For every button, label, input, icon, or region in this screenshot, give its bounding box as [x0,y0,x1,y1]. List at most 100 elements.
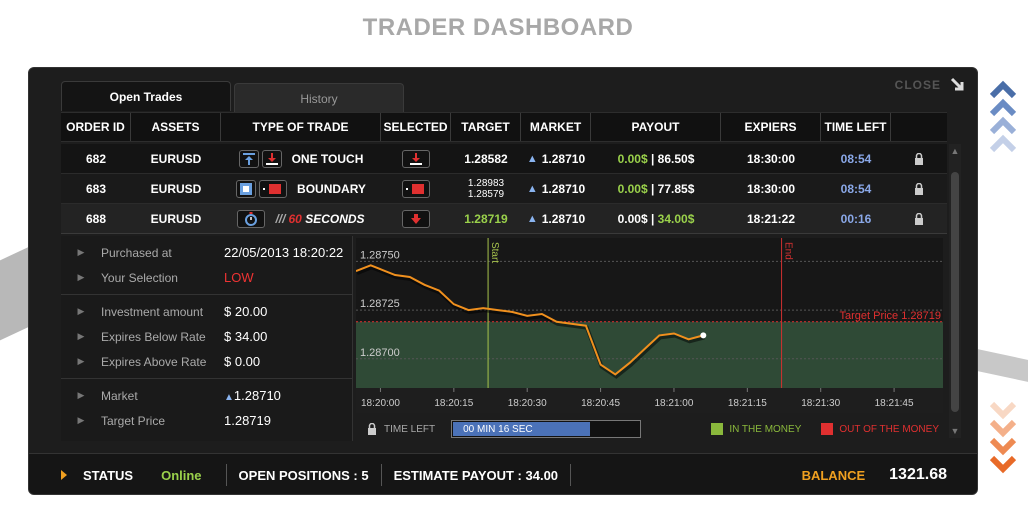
selected-down-arrow-icon [402,209,430,228]
out-money-label: OUT OF THE MONEY [839,423,939,435]
table-scrollbar[interactable]: ▲ ▼ [949,144,961,438]
time-left-value: 00:16 [840,211,872,226]
boundary-out-icon[interactable] [259,179,288,198]
table-row[interactable]: 682 EURUSD ONE TOUCH 1.28582 ▲ 1.28710 0.… [61,144,947,174]
market-value: ▲1.28710 [526,181,586,196]
expires-value: 18:30:00 [746,181,796,196]
bullet-icon: ▶ [77,306,85,316]
header-assets[interactable]: ASSETS [131,113,221,141]
arrow-up-icon: ▲ [526,212,538,225]
header-time-left[interactable]: TIME LEFT [821,113,891,141]
market-value: ▲1.28710 [526,211,586,226]
in-money-swatch [711,423,724,435]
header-type[interactable]: TYPE OF TRADE [221,113,381,141]
table-row[interactable]: 688 EURUSD ///60 SECONDS 1.28719 ▲ 1.2871… [61,204,947,234]
x-tick-label: 18:21:15 [728,398,767,409]
lock-icon[interactable] [891,204,947,233]
market-value: ▲1.28710 [526,151,586,166]
header-payout[interactable]: PAYOUT [591,113,721,141]
divider [380,464,382,486]
tab-history[interactable]: History [234,83,404,113]
time-left-bar: TIME LEFT 00 MIN 16 SEC IN THE MONEY OUT… [356,418,943,440]
expires-above-label: Expires Above Rate [101,354,207,369]
bullet-icon: ▶ [77,390,85,400]
out-money-swatch [821,423,834,435]
x-axis-band [356,388,943,413]
purchased-at-value: 22/05/2013 18:20:22 [224,245,344,260]
bullet-icon: ▶ [77,415,85,425]
x-tick-label: 18:21:30 [801,398,840,409]
target-price-label: Target Price 1.28719 [839,310,941,322]
time-left-progress: 00 MIN 16 SEC [451,420,642,438]
bullet-icon: ▶ [77,356,85,366]
divider [225,464,227,486]
trader-window: Open Trades History CLOSE ORDER ID ASSET… [28,67,978,495]
target-value: 1.28582 [464,151,508,166]
bullet-icon: ▶ [77,247,85,257]
scroll-up-chevrons[interactable] [989,80,1017,153]
current-price-point [700,332,707,339]
selection-value: LOW [224,270,254,285]
close-button[interactable]: CLOSE [895,76,967,94]
target-price-label: Target Price [101,413,166,428]
header-order-id[interactable]: ORDER ID [61,113,131,141]
market-label: Market [101,388,138,403]
x-tick-label: 18:21:00 [654,398,693,409]
y-tick-label: 1.28700 [360,347,400,359]
chevron-up-icon [989,80,1017,99]
x-tick-label: 18:20:00 [361,398,400,409]
time-left-value: 08:54 [840,151,872,166]
header-market[interactable]: MARKET [521,113,591,141]
header-target[interactable]: TARGET [451,113,521,141]
scroll-down-arrow-icon[interactable]: ▼ [950,426,960,436]
target-price-value: 1.28719 [224,413,271,428]
y-tick-label: 1.28725 [360,298,400,310]
close-arrow-icon [950,77,964,91]
header-selected[interactable]: SELECTED [381,113,451,141]
trades-table: 682 EURUSD ONE TOUCH 1.28582 ▲ 1.28710 0.… [61,144,947,234]
selection-label: Your Selection [101,270,178,285]
payout-value: 0.00 $ | 86.50 $ [617,151,695,166]
asset: EURUSD [150,151,202,166]
status-triangle-icon [61,470,67,480]
price-chart[interactable]: 1.28750 1.28725 1.28700 Target Price 1.2871… [355,238,943,413]
asset: EURUSD [150,181,202,196]
scroll-thumb[interactable] [951,172,959,412]
x-tick-label: 18:21:45 [875,398,914,409]
lock-icon[interactable] [891,174,947,203]
trade-type-label: BOUNDARY [297,181,366,196]
page-title: TRADER DASHBOARD [362,14,634,41]
boundary-in-icon[interactable] [236,179,257,198]
scroll-down-chevrons[interactable] [989,400,1017,474]
asset: EURUSD [150,211,202,226]
touch-up-icon[interactable] [238,149,259,168]
scroll-up-arrow-icon[interactable]: ▲ [950,146,960,156]
touch-down-icon[interactable] [261,149,282,168]
order-id: 688 [85,211,107,226]
chevron-up-icon [989,134,1017,153]
expires-below-value: $ 34.00 [224,329,268,344]
trade-details-panel: ▶ Purchased at 22/05/2013 18:20:22 ▶ Your S… [61,236,353,441]
start-label: Start [489,242,500,263]
investment-value: $ 20.00 [224,304,268,319]
open-positions: OPEN POSITIONS : 5 [238,467,369,483]
trade-type-label: SECONDS [305,211,365,226]
target-value: 1.28983 1.28579 [467,177,505,200]
time-left-value: 08:54 [840,181,872,196]
trade-type-prefix: 60 [288,211,302,226]
chart-legend: IN THE MONEY OUT OF THE MONEY [711,423,939,435]
status-bar: STATUS Online OPEN POSITIONS : 5 ESTIMAT… [29,453,977,494]
expires-value: 18:30:00 [746,151,796,166]
lock-icon[interactable] [891,144,947,173]
table-row[interactable]: 683 EURUSD BOUNDARY 1.28983 1.28579 ▲ 1.28… [61,174,947,204]
estimate-payout: ESTIMATE PAYOUT : 34.00 [393,467,559,483]
expires-above-value: $ 0.00 [224,354,261,369]
selected-cell [381,144,451,173]
header-expires[interactable]: EXPIERS [721,113,821,141]
time-left-label: TIME LEFT [384,423,436,435]
trade-type: ///60 SECONDS [221,204,381,233]
tab-open-trades[interactable]: Open Trades [61,81,231,111]
stopwatch-icon[interactable] [237,209,266,228]
y-tick-label: 1.28750 [360,249,400,261]
order-id: 683 [85,181,107,196]
